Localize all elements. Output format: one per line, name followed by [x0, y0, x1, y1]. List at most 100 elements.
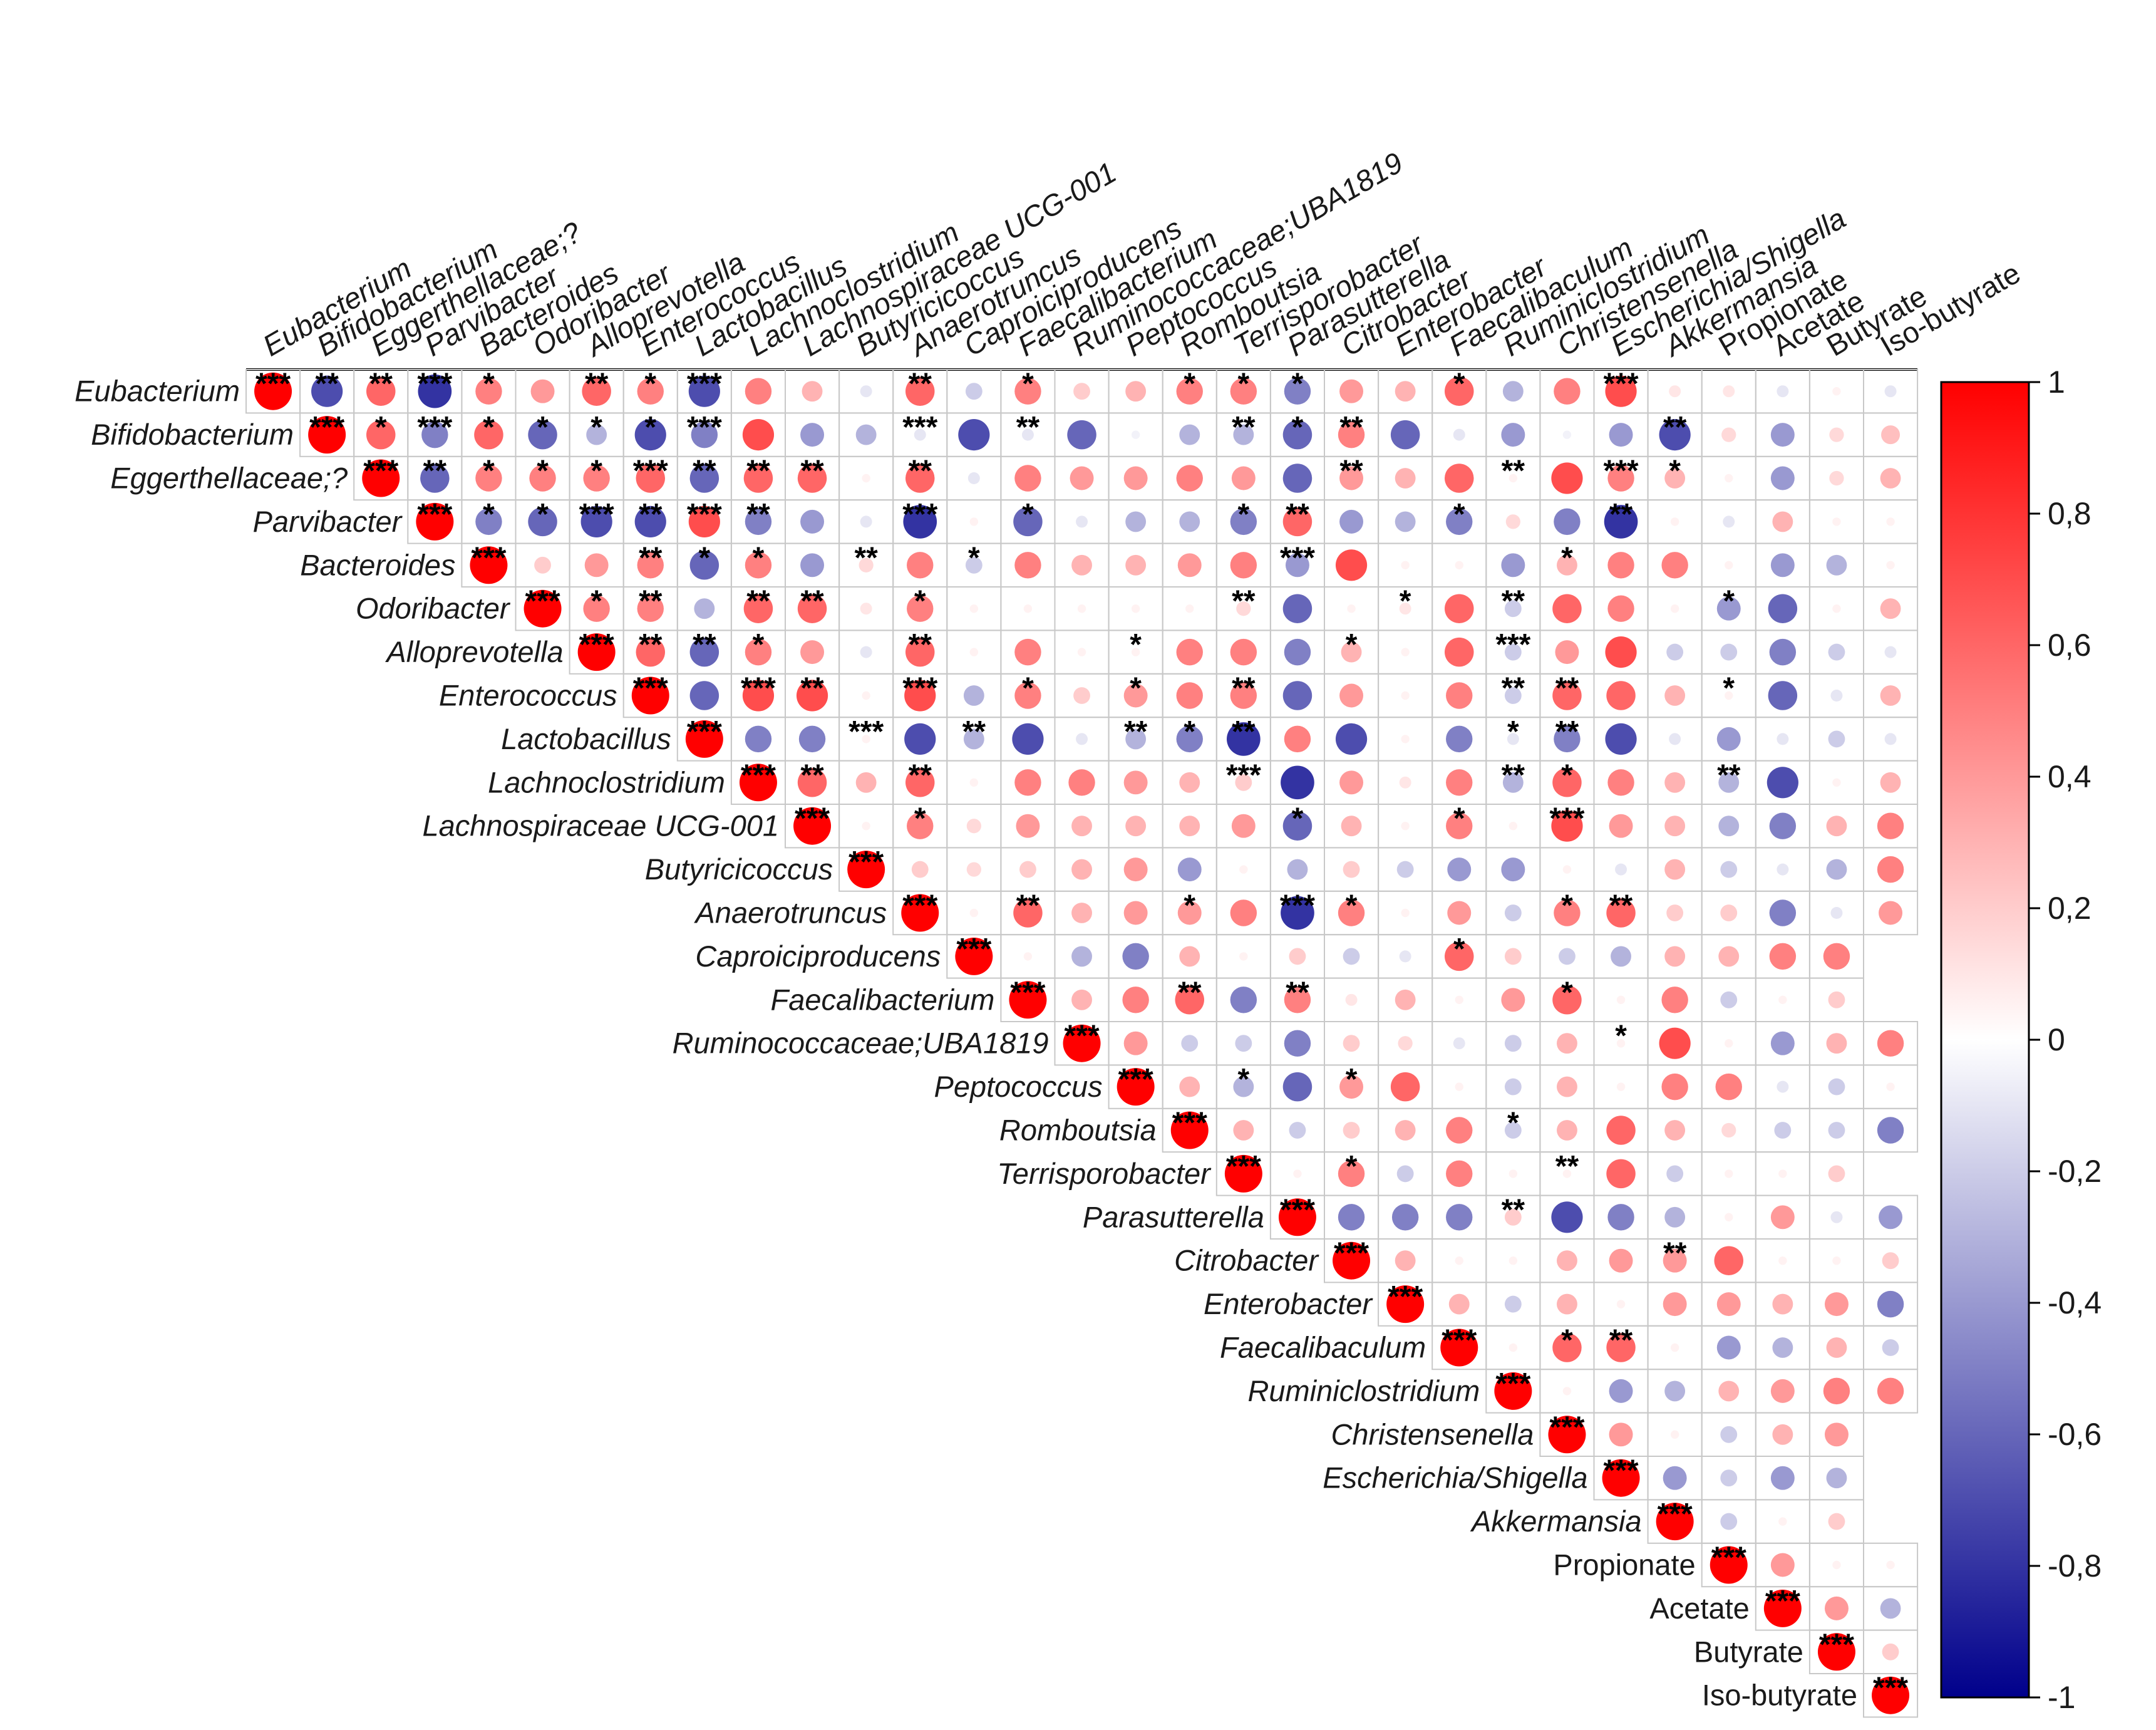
corr-circle-2-25	[1607, 465, 1634, 492]
corr-circle-17-29	[1828, 1122, 1845, 1139]
corr-circle-16-19	[1282, 1072, 1313, 1102]
sig-stars-0-4: *	[483, 368, 495, 401]
corr-circle-2-30	[1880, 468, 1901, 489]
corr-circle-5-17	[1185, 604, 1194, 613]
corr-circle-1-11	[855, 424, 877, 445]
corr-circle-4-7	[637, 552, 664, 579]
corr-circle-3-24	[1554, 508, 1581, 536]
sig-stars-11-11: ***	[848, 846, 884, 879]
sig-stars-9-10: **	[800, 759, 824, 792]
corr-circle-1-6	[586, 424, 607, 445]
corr-circle-13-26	[1664, 946, 1686, 967]
corr-circle-15-26	[1659, 1027, 1691, 1059]
corr-circle-10-15	[1071, 816, 1092, 837]
corr-circle-2-10	[797, 464, 827, 493]
corr-circle-26-29	[1828, 1513, 1845, 1530]
sig-stars-3-18: *	[1238, 498, 1250, 531]
corr-circle-4-29	[1826, 554, 1847, 576]
corr-circle-4-8	[689, 551, 720, 580]
corr-circle-4-14	[1014, 552, 1041, 579]
corr-circle-11-22	[1447, 857, 1472, 882]
colorbar-tick-label: -0,2	[2048, 1154, 2102, 1189]
corr-circle-9-10	[797, 768, 827, 797]
sig-stars-1-1: ***	[309, 411, 344, 444]
sig-stars-13-22: *	[1453, 933, 1465, 966]
sig-stars-3-3: ***	[417, 498, 452, 531]
row-label: Parvibacter	[253, 505, 403, 538]
corr-circle-2-9	[743, 464, 773, 493]
corr-circle-4-16	[1125, 554, 1147, 576]
corr-circle-25-29	[1826, 1468, 1847, 1489]
corr-circle-17-30	[1877, 1117, 1904, 1144]
cell-grid	[245, 369, 1919, 1718]
corr-circle-6-10	[800, 640, 825, 665]
corr-circle-3-12	[903, 505, 937, 539]
sig-stars-21-21: ***	[1388, 1280, 1423, 1313]
sig-stars-0-1: **	[315, 368, 339, 401]
row-label: Peptococcus	[934, 1070, 1102, 1103]
row-label: Eggerthellaceae;?	[110, 462, 348, 495]
corr-circle-27-27	[1710, 1546, 1748, 1584]
corr-circle-14-19	[1284, 987, 1311, 1013]
corr-circle-3-22	[1446, 508, 1473, 536]
sig-stars-12-25: **	[1609, 889, 1633, 923]
colorbar-ticks: 1 0,8 0,6 0,4 0,2 0 -0,2 -0,4 -0,6 -0,8 -1	[2029, 365, 2102, 1715]
corr-circle-10-21	[1401, 821, 1410, 831]
sig-stars-4-9: *	[753, 541, 765, 574]
corr-circle-16-30	[1886, 1082, 1895, 1091]
sig-stars-12-24: *	[1561, 889, 1573, 923]
corr-circle-9-9	[739, 764, 777, 802]
corr-circle-2-12	[905, 464, 935, 493]
corr-circle-19-21	[1391, 1204, 1419, 1231]
sig-stars-2-25: ***	[1604, 455, 1639, 488]
corr-circle-9-27	[1718, 772, 1740, 793]
corr-circle-6-24	[1555, 640, 1579, 665]
corr-circle-10-14	[1016, 814, 1040, 838]
corr-circle-16-24	[1557, 1076, 1577, 1097]
corr-circle-21-30	[1877, 1290, 1904, 1318]
corr-circle-2-15	[1070, 466, 1094, 490]
corr-circle-7-24	[1552, 681, 1582, 710]
corr-circle-24-27	[1720, 1426, 1738, 1443]
corr-circle-2-24	[1551, 462, 1583, 494]
corr-circle-1-14	[1021, 428, 1034, 441]
corr-circle-7-19	[1282, 681, 1313, 710]
sig-stars-20-20: ***	[1334, 1237, 1369, 1270]
sig-stars-28-28: ***	[1765, 1585, 1800, 1618]
sig-stars-22-25: **	[1609, 1324, 1633, 1357]
sig-stars-0-25: ***	[1604, 368, 1639, 401]
sig-stars-3-5: *	[537, 498, 549, 531]
corr-circle-8-25	[1605, 723, 1637, 755]
corr-circle-6-14	[1014, 638, 1041, 666]
corr-circle-8-9	[745, 725, 772, 753]
sig-stars-1-14: **	[1016, 411, 1040, 444]
corr-circle-12-17	[1177, 901, 1202, 925]
corr-circle-19-28	[1770, 1205, 1795, 1230]
row-label: Terrisporobacter	[997, 1157, 1212, 1190]
corr-circle-9-17	[1179, 772, 1200, 793]
row-label: Lactobacillus	[501, 722, 671, 755]
corr-circle-16-26	[1661, 1073, 1688, 1101]
corr-circle-18-24	[1562, 1169, 1572, 1178]
corr-circle-9-24	[1552, 768, 1582, 797]
corr-circle-9-21	[1399, 776, 1411, 789]
colorbar-tick-label: 0,6	[2048, 628, 2092, 663]
corr-circle-25-25	[1602, 1459, 1640, 1497]
corr-circle-10-11	[862, 821, 870, 831]
corr-circle-12-21	[1401, 908, 1410, 918]
sig-stars-0-19: *	[1292, 368, 1304, 401]
corr-circle-17-28	[1774, 1122, 1792, 1139]
corr-circle-18-21	[1396, 1165, 1414, 1183]
corr-circle-4-22	[1455, 561, 1463, 570]
cell-17-30	[1863, 1107, 1919, 1153]
corr-circle-9-16	[1123, 770, 1148, 795]
sig-stars-5-9: **	[746, 585, 770, 618]
corr-circle-0-8	[688, 375, 720, 407]
corr-circle-2-26	[1664, 468, 1686, 489]
corr-circle-12-13	[969, 908, 979, 918]
sig-stars-0-22: *	[1453, 368, 1465, 401]
corr-circle-12-28	[1769, 899, 1797, 926]
corr-circle-4-18	[1230, 552, 1257, 579]
corr-circle-7-7	[631, 676, 669, 715]
corr-circle-1-30	[1881, 425, 1901, 445]
